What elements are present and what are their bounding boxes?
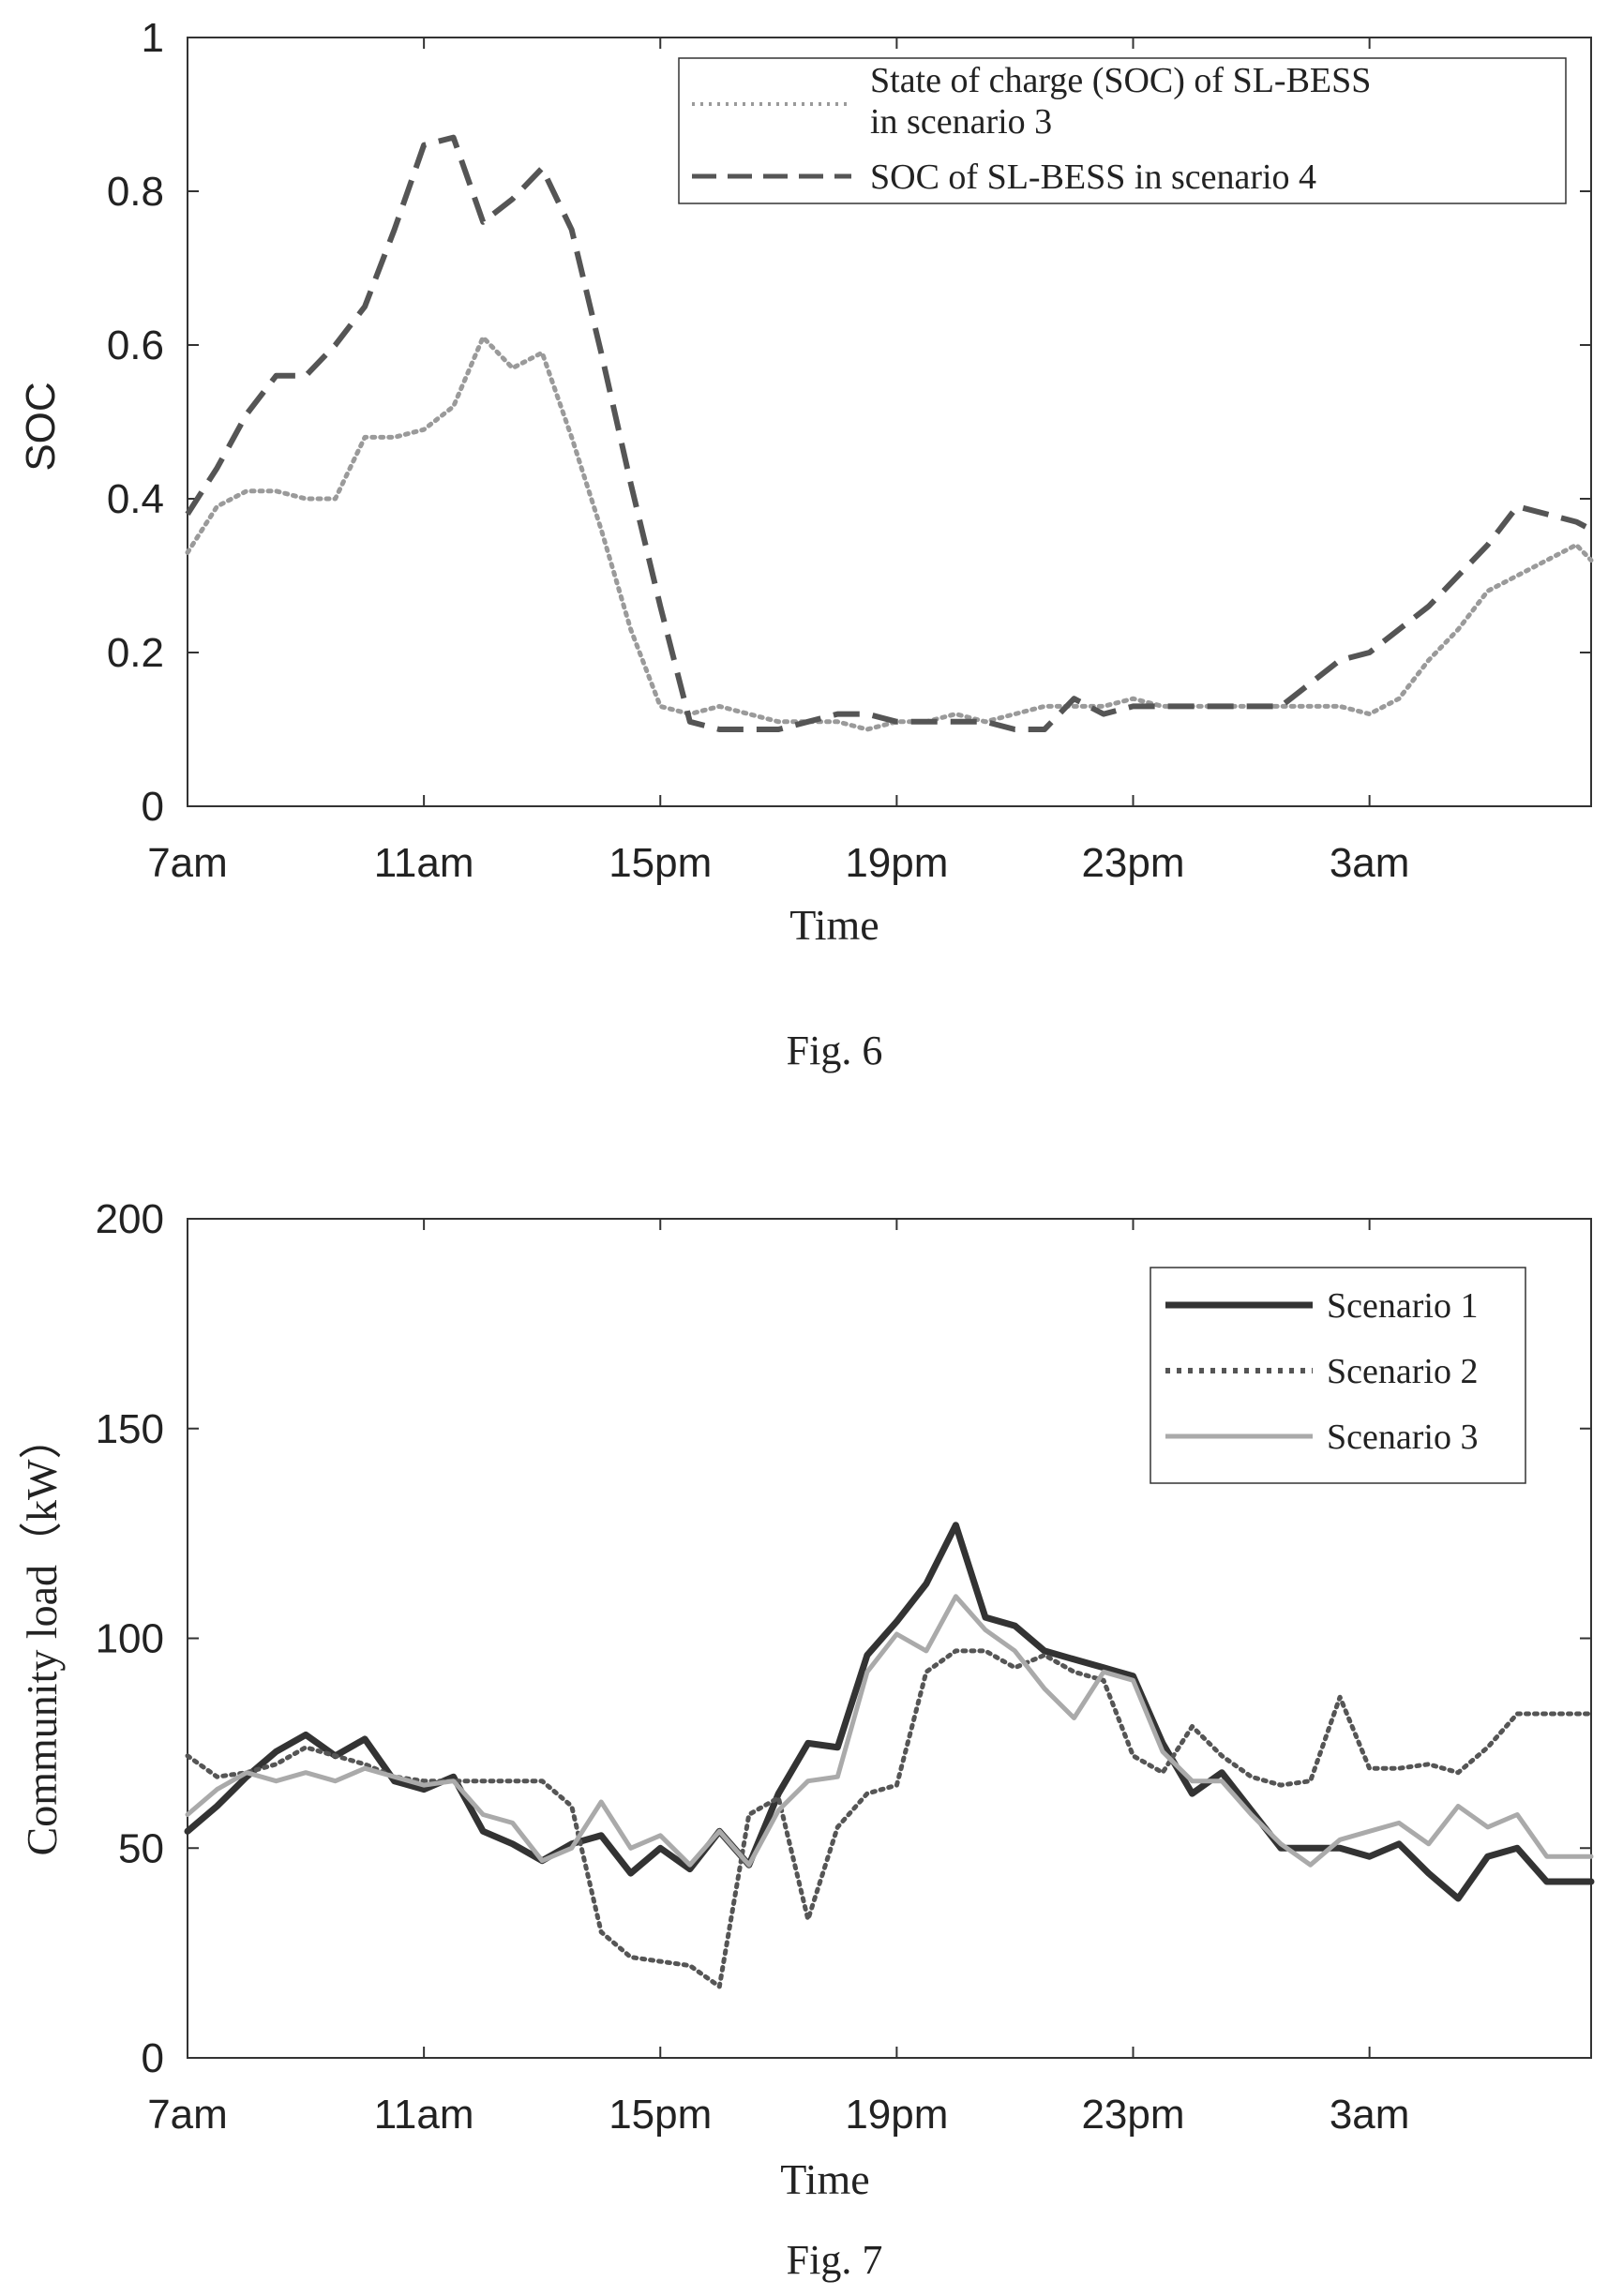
y-tick-label: 0.4: [107, 476, 164, 522]
series-lines: [184, 1522, 1595, 1989]
series-line-3: [185, 1594, 1594, 1868]
legend-label-scenario-2: Scenario 2: [1327, 1352, 1478, 1391]
x-tick-label: 23pm: [1081, 840, 1184, 886]
series-line-1: [185, 335, 1594, 732]
y-tick-label: 100: [96, 1616, 164, 1662]
legend-label-scenario-3: Scenario 3: [1327, 1418, 1478, 1457]
x-tick-label: 23pm: [1081, 2092, 1184, 2138]
x-tick-label: 3am: [1330, 2092, 1410, 2138]
legend-box: [678, 57, 1567, 204]
figure-caption: Fig. 6: [787, 1028, 883, 1073]
x-tick-label: 7am: [147, 840, 228, 886]
legend: State of charge (SOC) of SL-BESS in scen…: [678, 57, 1567, 204]
y-tick-label: 0.2: [107, 630, 164, 676]
legend-label-scenario-3-line2: in scenario 3: [870, 102, 1052, 142]
y-axis-title: SOC: [18, 382, 64, 471]
series-line-2: [185, 134, 1593, 732]
fig-6-soc-chart: 0 0.2 0.4 0.6 0.8 1 7am 11am 15pm 19pm 23pm 3am Tim…: [18, 15, 1594, 1073]
legend-label-scenario-4: SOC of SL-BESS in scenario 4: [870, 158, 1316, 197]
legend-label-scenario-1: Scenario 1: [1327, 1286, 1478, 1326]
y-tick-label: 50: [118, 1825, 164, 1871]
series-lines: [185, 134, 1594, 732]
x-tick-label: 3am: [1330, 840, 1410, 886]
y-tick-label: 150: [96, 1406, 164, 1452]
series-line-1: [184, 1522, 1595, 1902]
plot-frame: [187, 37, 1592, 807]
x-axis-title: Time: [789, 901, 879, 949]
y-tick-label: 0.8: [107, 169, 164, 215]
x-tick-label: 11am: [374, 2092, 474, 2138]
y-tick-label: 1: [142, 15, 164, 61]
x-tick-label: 19pm: [845, 2092, 948, 2138]
figure-caption: Fig. 7: [787, 2237, 883, 2283]
legend: Scenario 1 Scenario 2 Scenario 3: [1150, 1267, 1526, 1484]
x-tick-label: 7am: [147, 2092, 228, 2138]
x-tick-label: 19pm: [845, 840, 948, 886]
x-axis-title: Time: [780, 2155, 869, 2203]
tick-labels: 0 50 100 150 200 7am 11am 15pm 19pm 23pm 3am: [96, 1196, 1410, 2138]
axis-ticks: [187, 37, 1591, 807]
y-tick-label: 0: [142, 784, 164, 830]
legend-label-scenario-3-line1: State of charge (SOC) of SL-BESS: [870, 61, 1371, 100]
x-tick-label: 15pm: [609, 2092, 712, 2138]
y-tick-label: 200: [96, 1196, 164, 1242]
x-tick-label: 15pm: [609, 840, 712, 886]
y-tick-label: 0: [142, 2035, 164, 2081]
series-line-2: [185, 1648, 1594, 1989]
x-tick-label: 11am: [374, 840, 474, 886]
tick-labels: 0 0.2 0.4 0.6 0.8 1 7am 11am 15pm 19pm 23pm 3am: [107, 15, 1410, 886]
y-tick-label: 0.6: [107, 323, 164, 368]
y-axis-title: Community load（kW）: [18, 1417, 66, 1856]
axis-ticks: [187, 1218, 1591, 2059]
